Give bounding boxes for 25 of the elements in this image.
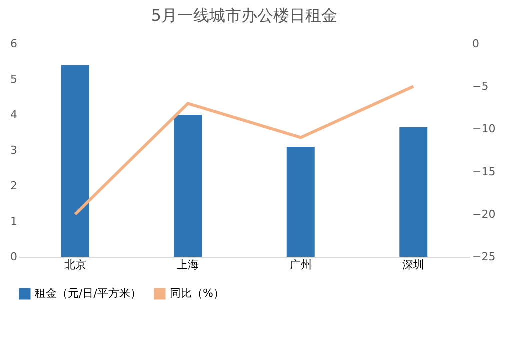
bar (286, 146, 315, 257)
y-tick-label: 4 (10, 108, 18, 122)
bar (400, 127, 428, 257)
y2-tick-label: −25 (472, 250, 496, 264)
legend-label: 租金（元/日/平方米） (35, 287, 142, 300)
x-tick-label: 上海 (177, 258, 200, 272)
y2-tick-label: 0 (472, 38, 480, 50)
y2-tick-label: −5 (472, 80, 489, 94)
y2-tick-label: −15 (472, 165, 496, 178)
y2-tick-label: −10 (472, 122, 496, 136)
x-tick-label: 深圳 (402, 258, 425, 272)
y-tick-label: 3 (10, 144, 18, 157)
bar (61, 65, 90, 257)
y-tick-label: 1 (10, 215, 18, 228)
line-series (74, 85, 416, 216)
y-tick-label: 5 (10, 73, 18, 86)
x-tick-label: 北京 (64, 258, 86, 272)
y-tick-label: 6 (10, 38, 18, 50)
legend-label: 同比（%） (170, 287, 224, 300)
bar (174, 115, 202, 257)
x-tick-label: 广州 (290, 258, 312, 272)
y-tick-label: 2 (10, 180, 18, 192)
y2-tick-label: −20 (472, 208, 496, 221)
chart-title: 5月一线城市办公楼日租金 (151, 6, 338, 25)
y-tick-label: 0 (10, 250, 18, 264)
